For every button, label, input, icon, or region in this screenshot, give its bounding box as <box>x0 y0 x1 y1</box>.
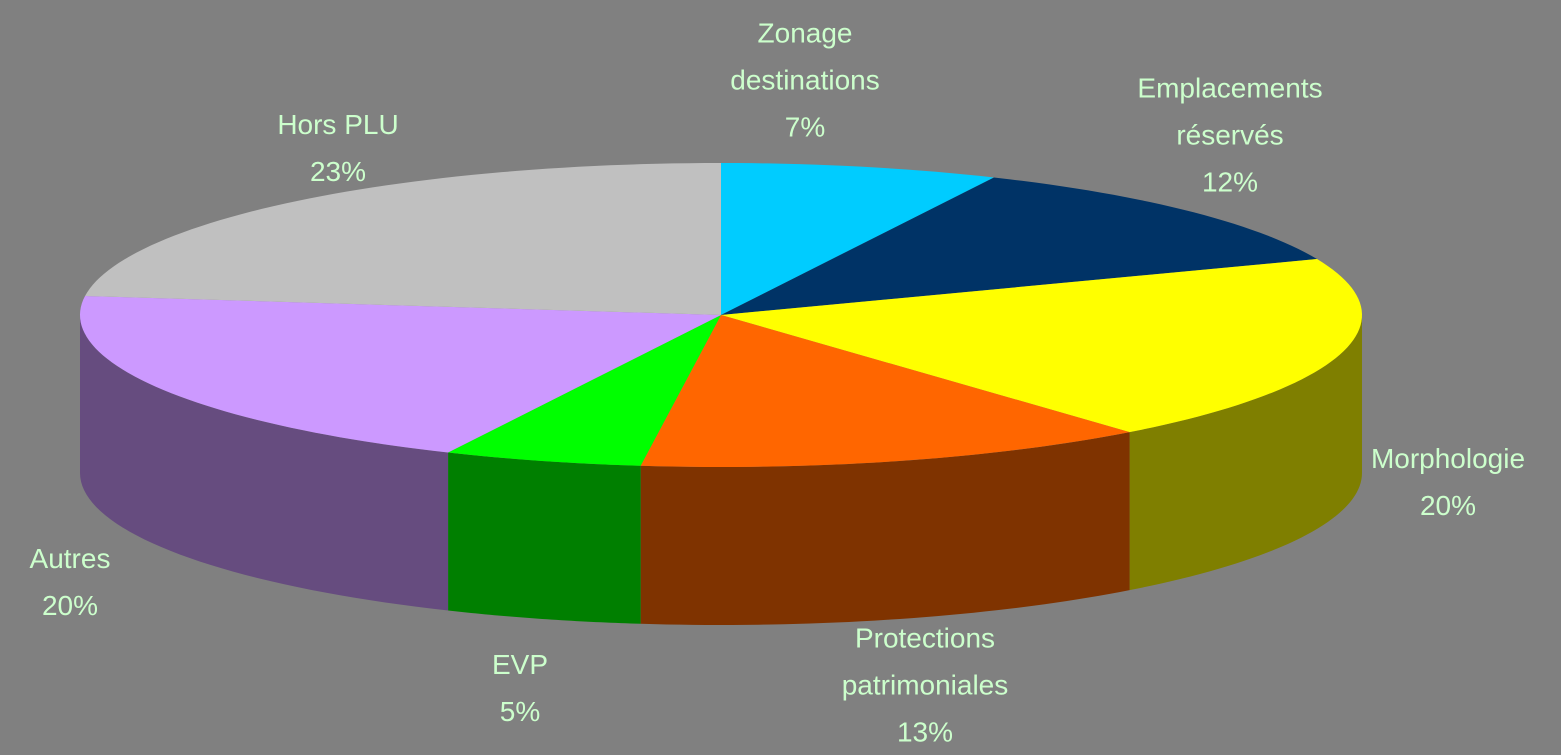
slice-label: Morphologie 20% <box>1318 435 1561 529</box>
pie-sides <box>80 315 1362 625</box>
slice-side <box>640 432 1130 625</box>
category-label: Emplacements réservés <box>1137 72 1323 151</box>
category-label: Protections patrimoniales <box>841 622 1009 701</box>
slice <box>721 163 994 315</box>
slice-label: Emplacements réservés 12% <box>1090 65 1370 206</box>
slice <box>640 315 1130 467</box>
slice <box>721 177 1317 315</box>
slice <box>448 315 721 466</box>
slice-label: Zonage destinations 7% <box>685 10 925 151</box>
slice <box>80 295 721 453</box>
value-label: 12% <box>1201 166 1259 198</box>
value-label: 7% <box>784 111 826 143</box>
slice <box>721 259 1362 433</box>
slice-label: Autres 20% <box>0 535 140 629</box>
slice-side <box>448 452 641 624</box>
category-label: Zonage destinations <box>730 17 880 96</box>
slice-label: Protections patrimoniales 13% <box>800 615 1050 755</box>
value-label: 20% <box>41 590 99 621</box>
value-label: 23% <box>309 156 367 187</box>
pie-tops <box>80 163 1362 467</box>
slice-side <box>80 315 449 611</box>
value-label: 13% <box>896 716 954 748</box>
category-label: EVP <box>491 649 549 680</box>
category-label: Autres <box>29 543 111 574</box>
value-label: 20% <box>1419 490 1477 521</box>
slice-label: EVP 5% <box>460 641 580 735</box>
category-label: Morphologie <box>1370 443 1526 474</box>
slice <box>85 163 722 315</box>
value-label: 5% <box>499 696 541 727</box>
slice-side <box>1129 315 1362 591</box>
category-label: Hors PLU <box>277 109 399 140</box>
slice-label: Hors PLU 23% <box>188 101 488 195</box>
